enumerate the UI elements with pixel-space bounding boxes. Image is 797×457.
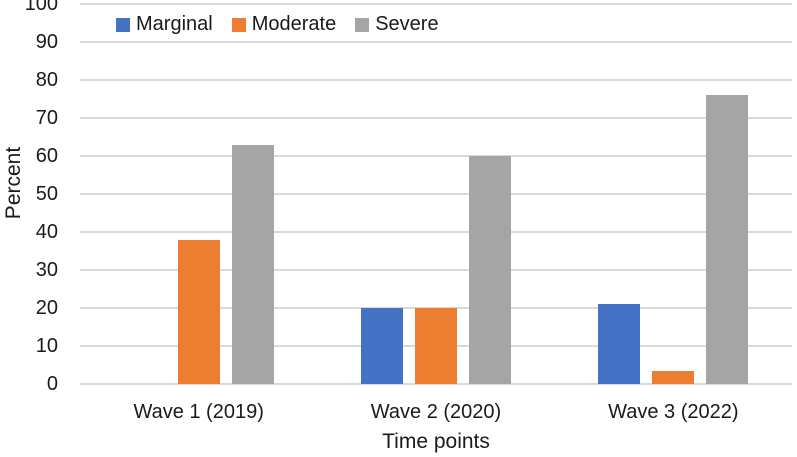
gridline-100 (80, 3, 792, 5)
y-tick-label-100: 100 (24, 0, 58, 15)
gridline-30 (80, 269, 792, 271)
gridline-0 (80, 383, 792, 385)
gridline-90 (80, 41, 792, 43)
x-category-label-wave-3-2022: Wave 3 (2022) (608, 401, 739, 423)
y-tick-label-70: 70 (35, 107, 58, 129)
gridline-40 (80, 231, 792, 233)
legend-label-severe: Severe (375, 13, 439, 35)
y-tick-label-0: 0 (46, 373, 58, 395)
bar-marginal-wave-2-2020 (361, 308, 403, 384)
y-tick-label-50: 50 (35, 183, 58, 205)
gridline-50 (80, 193, 792, 195)
legend: Marginal Moderate Severe (116, 13, 458, 36)
y-tick-label-10: 10 (35, 335, 58, 357)
legend-item-moderate: Moderate (231, 13, 337, 36)
y-tick-label-40: 40 (35, 221, 58, 243)
bar-severe-wave-2-2020 (469, 156, 511, 384)
gridline-70 (80, 117, 792, 119)
bar-severe-wave-3-2022 (706, 95, 749, 384)
legend-item-marginal: Marginal (116, 13, 213, 36)
gridline-60 (80, 155, 792, 157)
bar-moderate-wave-2-2020 (415, 308, 457, 384)
bar-marginal-wave-3-2022 (598, 304, 641, 384)
y-tick-label-30: 30 (35, 259, 58, 281)
gridline-80 (80, 79, 792, 81)
x-axis-title: Time points (382, 430, 490, 453)
y-tick-label-20: 20 (35, 297, 58, 319)
bar-moderate-wave-1-2019 (177, 239, 220, 384)
bar-moderate-wave-3-2022 (652, 370, 695, 384)
y-tick-label-90: 90 (35, 31, 58, 53)
x-category-label-wave-1-2019: Wave 1 (2019) (133, 401, 264, 423)
legend-swatch-severe (355, 17, 370, 32)
y-tick-label-80: 80 (35, 69, 58, 91)
y-tick-label-60: 60 (35, 145, 58, 167)
legend-swatch-moderate (231, 17, 246, 32)
legend-label-moderate: Moderate (251, 13, 337, 35)
plot-area (80, 3, 792, 385)
bar-severe-wave-1-2019 (231, 144, 274, 384)
legend-label-marginal: Marginal (136, 13, 213, 35)
legend-swatch-marginal (116, 17, 130, 32)
x-category-label-wave-2-2020: Wave 2 (2020) (370, 401, 502, 423)
legend-item-severe: Severe (355, 13, 439, 36)
